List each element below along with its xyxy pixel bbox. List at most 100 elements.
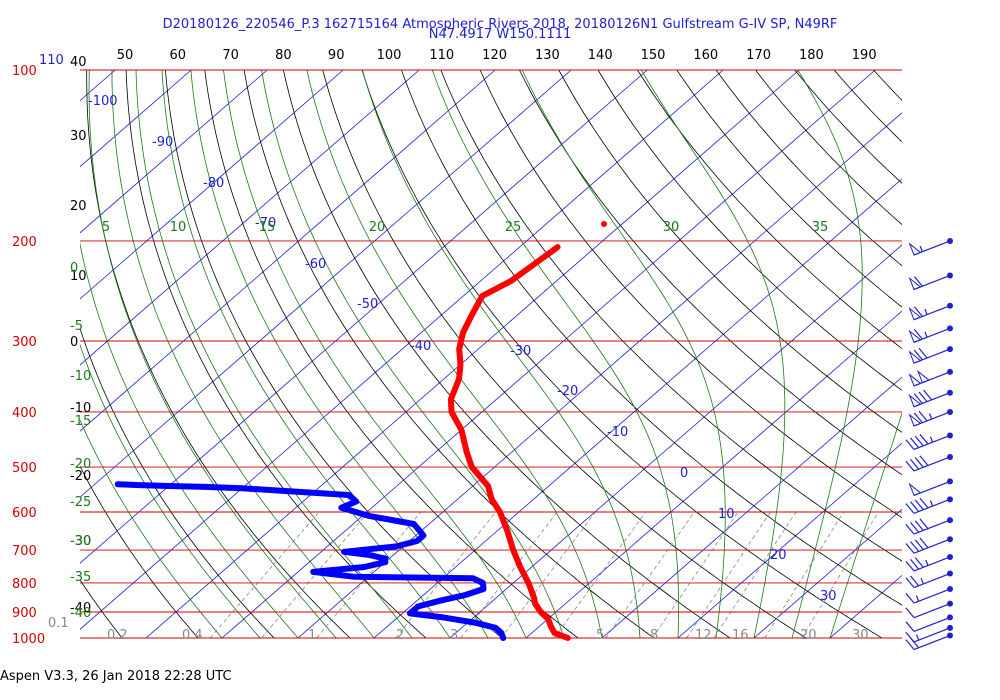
isotherm-label: 20 xyxy=(770,548,787,563)
pressure-extra-label: 110 xyxy=(39,53,64,68)
wind-barb xyxy=(905,570,953,589)
dry-adiabat-line xyxy=(204,70,579,638)
wind-barb xyxy=(905,632,953,651)
dry-adiabat-line xyxy=(558,70,902,433)
moist-adiabat-line xyxy=(431,70,679,638)
mixing-ratio-line xyxy=(686,511,771,638)
pressure-tick-label: 700 xyxy=(12,544,37,559)
top-tick-label: 100 xyxy=(377,48,402,63)
chart-title: D20180126_220546_P.3 162715164 Atmospher… xyxy=(162,17,838,32)
dry-adiabat-line xyxy=(794,70,902,184)
mixing-ratio-line xyxy=(764,511,844,638)
mixing-ratio-line xyxy=(209,511,320,638)
isotherm-label: -90 xyxy=(152,135,173,150)
wind-barb xyxy=(908,237,953,256)
dry-adiabat-line xyxy=(913,70,1000,638)
mixing-ratio-label: 0.4 xyxy=(182,628,203,643)
moist-adiabat-left-label: -15 xyxy=(70,414,91,429)
moist-adiabat-label: 35 xyxy=(812,220,829,235)
dry-adiabat-line xyxy=(80,327,275,638)
height-tick-label: 0 xyxy=(70,335,78,350)
moist-adiabat-line xyxy=(190,70,489,638)
isotherm-label: -70 xyxy=(255,216,276,231)
dry-adiabat-line xyxy=(755,70,902,226)
mixing-ratio-label: 20 xyxy=(800,628,817,643)
pressure-tick-label: 100 xyxy=(12,64,37,79)
top-tick-label: 170 xyxy=(746,48,771,63)
moist-adiabat-left-label: -25 xyxy=(70,495,91,510)
moist-adiabat-label: 15 xyxy=(259,220,276,235)
dry-adiabat-line xyxy=(952,70,1000,638)
isotherm-line xyxy=(80,70,268,234)
mixing-ratio-line xyxy=(460,511,558,638)
isotherm-line xyxy=(80,70,572,498)
moist-adiabat-label: 20 xyxy=(369,220,386,235)
top-tick-label: 120 xyxy=(482,48,507,63)
height-tick-label: -40 xyxy=(70,601,91,616)
isotherm-line xyxy=(145,70,800,638)
mixing-ratio-label: 3 xyxy=(450,628,458,643)
wind-barb xyxy=(908,478,953,497)
isotherm-line xyxy=(80,70,724,630)
isotherm-line xyxy=(525,310,902,638)
isotherm-line xyxy=(80,70,192,168)
dry-adiabat-line xyxy=(80,465,199,638)
dry-adiabat-line xyxy=(479,70,902,519)
moist-adiabat-left-label: -10 xyxy=(70,369,91,384)
isotherm-label: -60 xyxy=(305,257,326,272)
dry-adiabat-line xyxy=(283,70,731,638)
dry-adiabat-line xyxy=(676,70,902,308)
moist-adiabat-label: 10 xyxy=(170,220,187,235)
dry-adiabat-line xyxy=(401,70,902,606)
mixing-ratio-label: 8 xyxy=(650,628,658,643)
plot-area xyxy=(80,70,1000,638)
mixing-ratio-line xyxy=(801,511,879,638)
isotherm-label: 0 xyxy=(680,466,688,481)
isotherm-line xyxy=(373,178,902,638)
isotherm-line xyxy=(80,70,648,564)
mixing-ratio-label: 0.1 xyxy=(48,616,69,631)
pressure-tick-label: 300 xyxy=(12,335,37,350)
top-tick-label: 190 xyxy=(852,48,877,63)
mixing-ratio-label: 16 xyxy=(732,628,749,643)
mixing-ratio-line xyxy=(316,511,421,638)
moist-adiabat-left-label: -30 xyxy=(70,534,91,549)
wind-barb xyxy=(905,624,953,643)
isotherm-line xyxy=(601,376,902,638)
height-tick-label: 10 xyxy=(70,269,87,284)
isotherm-line xyxy=(906,70,1000,638)
dewpoint-trace xyxy=(114,481,507,641)
moist-adiabat-left-label: 0 xyxy=(70,261,78,276)
dry-adiabat-line xyxy=(322,70,807,638)
moist-adiabat-label: 25 xyxy=(505,220,522,235)
dry-adiabat-line xyxy=(440,70,902,562)
isotherm-label: 10 xyxy=(718,507,735,522)
isotherm-label: 30 xyxy=(820,589,837,604)
dry-adiabat-line xyxy=(992,70,1000,638)
top-tick-label: 160 xyxy=(693,48,718,63)
dry-adiabat-line xyxy=(165,70,503,638)
wind-barb xyxy=(908,346,953,364)
height-tick-label: 40 xyxy=(70,55,87,70)
footer-version-text: Aspen V3.3, 26 Jan 2018 22:28 UTC xyxy=(0,669,232,684)
isotherm-line xyxy=(449,244,902,638)
top-tick-label: 90 xyxy=(328,48,345,63)
mixing-ratio-label: 5 xyxy=(596,628,604,643)
dry-adiabat-line xyxy=(597,70,902,391)
wind-barb xyxy=(908,368,953,387)
wind-barb xyxy=(905,586,953,604)
moist-adiabat-line xyxy=(223,70,527,638)
moist-adiabat-label: 30 xyxy=(663,220,680,235)
wind-barb xyxy=(905,553,953,572)
isotherm-line xyxy=(221,70,876,638)
pressure-tick-label: 1000 xyxy=(12,632,45,647)
isotherm-label: -100 xyxy=(88,94,118,109)
mixing-ratio-line xyxy=(605,511,695,638)
wind-barb xyxy=(905,614,953,632)
pressure-tick-label: 900 xyxy=(12,606,37,621)
wind-barbs xyxy=(905,237,953,651)
moist-adiabat-line xyxy=(80,241,299,638)
top-tick-label: 50 xyxy=(117,48,134,63)
wind-barb xyxy=(908,302,953,321)
